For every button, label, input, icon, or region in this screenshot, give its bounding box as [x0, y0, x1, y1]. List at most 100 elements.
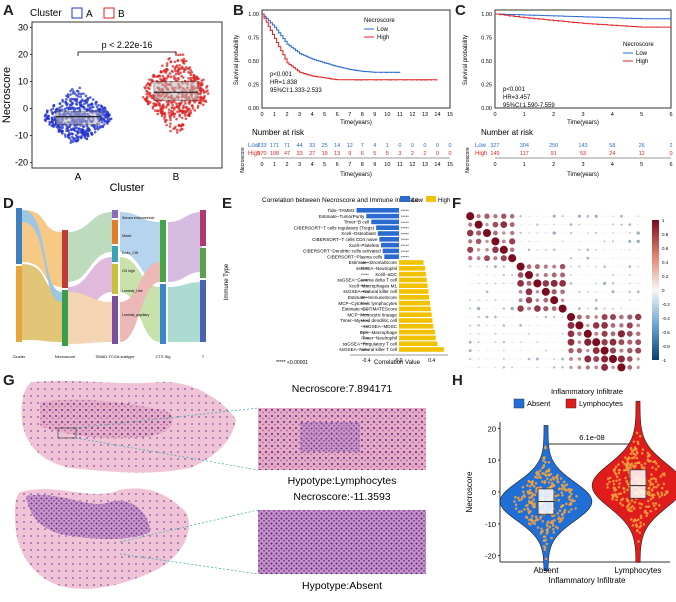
corr-cell: [628, 239, 632, 243]
data-point: [145, 92, 149, 96]
corr-cell: [578, 257, 580, 259]
data-point: [203, 94, 206, 98]
data-point: [83, 107, 86, 111]
x-tick-label: 13: [422, 112, 428, 118]
data-point: [175, 102, 178, 106]
corr-cell: [636, 290, 640, 294]
data-point: [621, 460, 625, 464]
data-point: [538, 469, 542, 472]
significance-stars: *****: [401, 220, 409, 225]
data-point: [69, 139, 73, 142]
corr-cell: [636, 239, 640, 244]
x-axis-label: Cluster: [110, 182, 145, 192]
data-point: [145, 95, 149, 99]
data-point: [565, 483, 569, 486]
corr-cell: [570, 249, 572, 251]
corr-cell: [587, 299, 589, 301]
significance-stars: *****: [361, 347, 369, 352]
data-point: [145, 89, 148, 93]
data-point: [551, 524, 555, 527]
data-point: [83, 102, 86, 106]
corr-cell: [536, 240, 539, 243]
corr-cell: [486, 333, 488, 335]
data-point: [179, 53, 182, 57]
chart-title: Inflammatory Infiltrate: [551, 387, 623, 396]
data-point: [530, 519, 533, 522]
data-point: [89, 96, 92, 99]
corr-cell: [601, 322, 608, 329]
data-point: [141, 95, 145, 99]
bar: [399, 260, 424, 265]
corr-cell: [527, 248, 531, 252]
corr-cell: [568, 347, 574, 354]
corr-cell: [561, 357, 565, 361]
data-point: [95, 100, 98, 104]
bar: [399, 295, 430, 300]
data-point: [182, 70, 186, 74]
data-point: [68, 137, 72, 140]
data-point: [189, 68, 192, 72]
panel-label-c: C: [455, 2, 466, 19]
corr-cell: [636, 357, 640, 361]
data-point: [65, 106, 69, 110]
data-point: [634, 453, 638, 457]
corr-cell: [511, 358, 513, 360]
bar-label: Xcell−aDC: [375, 272, 398, 277]
legend-b-label: B: [118, 9, 125, 20]
data-point: [541, 480, 544, 483]
corr-cell: [528, 324, 530, 327]
corr-cell: [535, 298, 540, 303]
data-point: [148, 83, 152, 86]
corr-cell: [611, 240, 615, 243]
significance-stars: *****: [361, 278, 369, 283]
data-point: [178, 114, 181, 118]
data-point: [656, 493, 660, 496]
data-point: [82, 92, 85, 95]
data-point: [565, 502, 568, 506]
data-point: [640, 503, 644, 506]
corr-cell: [553, 333, 555, 335]
corr-cell: [536, 316, 539, 318]
corr-cell: [637, 308, 639, 310]
data-point: [163, 115, 167, 118]
corr-cell: [511, 324, 513, 326]
corr-cell: [637, 274, 639, 276]
data-point: [526, 490, 530, 493]
x-axis-label: Time(years): [340, 120, 372, 126]
risk-x-tick-label: 8: [361, 162, 364, 168]
km-legend: Necroscore Low High: [364, 18, 395, 41]
risk-high-count: 2: [423, 151, 426, 157]
corr-cell: [612, 249, 614, 251]
data-point: [514, 495, 517, 499]
data-point: [545, 524, 549, 528]
data-point: [184, 102, 187, 105]
data-point: [188, 66, 192, 69]
data-point: [534, 515, 538, 519]
corr-cell: [583, 329, 592, 338]
data-point: [146, 86, 150, 90]
risk-low-count: 33: [309, 143, 315, 149]
data-point: [173, 100, 176, 104]
corr-cell: [603, 307, 606, 310]
data-point: [645, 511, 649, 515]
data-point: [98, 107, 101, 111]
bar-label: ssGSEA−Natural killer cell: [343, 289, 397, 294]
data-point: [173, 108, 176, 111]
significance-stars: *****: [361, 295, 369, 300]
corr-cell: [469, 299, 472, 302]
significance-stars: *****: [361, 289, 369, 294]
data-point: [642, 522, 646, 526]
data-point: [46, 109, 49, 112]
corr-cell: [604, 274, 606, 276]
data-point: [178, 105, 181, 109]
data-point: [547, 473, 550, 477]
km-frame: [494, 9, 672, 109]
corr-cell: [469, 324, 472, 327]
data-point: [623, 462, 626, 466]
data-point: [197, 77, 200, 81]
data-point: [548, 525, 552, 529]
data-point: [199, 84, 203, 87]
data-point: [161, 64, 164, 67]
y-tick-label: 20: [18, 49, 28, 59]
